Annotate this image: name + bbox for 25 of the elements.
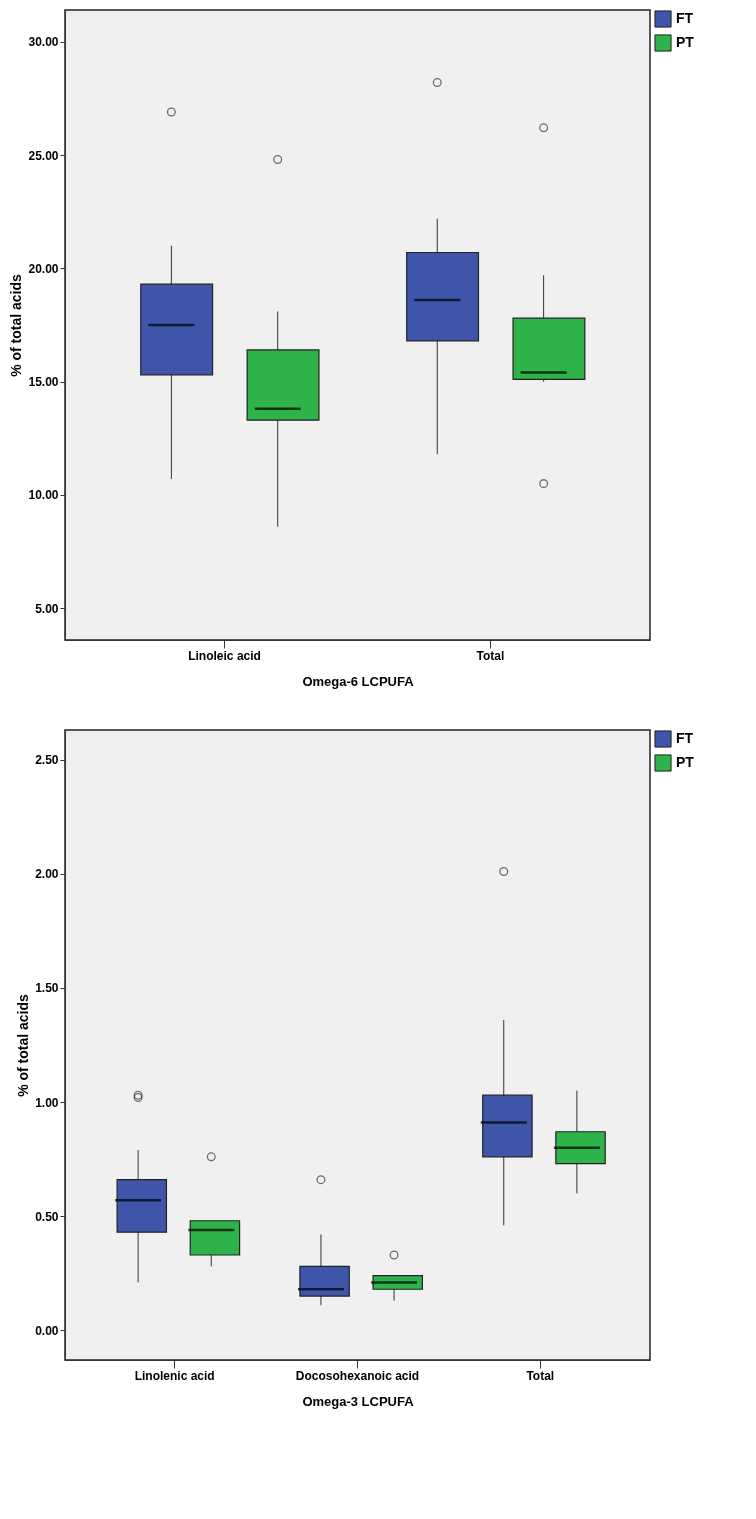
y-tick-label: 0.00: [35, 1323, 59, 1338]
y-tick-label: 1.50: [35, 981, 59, 996]
x-axis-title: Omega-3 LCPUFA: [302, 1393, 415, 1409]
x-tick-label: Total: [526, 1368, 555, 1383]
legend-label: FT: [676, 10, 694, 26]
legend-label: PT: [676, 754, 695, 770]
x-tick-label: Docosohexanoic acid: [295, 1368, 420, 1383]
y-tick-label: 2.00: [35, 867, 59, 882]
y-tick-label: 20.00: [28, 261, 59, 276]
x-tick-label: Total: [476, 648, 505, 663]
x-axis-title: Omega-6 LCPUFA: [302, 673, 415, 689]
y-tick-label: 25.00: [28, 148, 59, 163]
x-tick-label: Linoleic acid: [188, 648, 261, 663]
legend-label: FT: [676, 730, 694, 746]
y-tick-label: 1.00: [35, 1095, 59, 1110]
x-tick-label: Linolenic acid: [134, 1368, 215, 1383]
y-tick-label: 5.00: [35, 601, 59, 616]
y-tick-label: 2.50: [35, 753, 59, 768]
y-axis-title: % of total acids: [15, 993, 32, 1097]
y-axis-title: % of total acids: [8, 273, 25, 377]
y-tick-label: 0.50: [35, 1209, 59, 1224]
y-tick-label: 15.00: [28, 375, 59, 390]
y-tick-label: 30.00: [28, 35, 59, 50]
y-tick-label: 10.00: [28, 488, 59, 503]
legend-label: PT: [676, 34, 695, 50]
